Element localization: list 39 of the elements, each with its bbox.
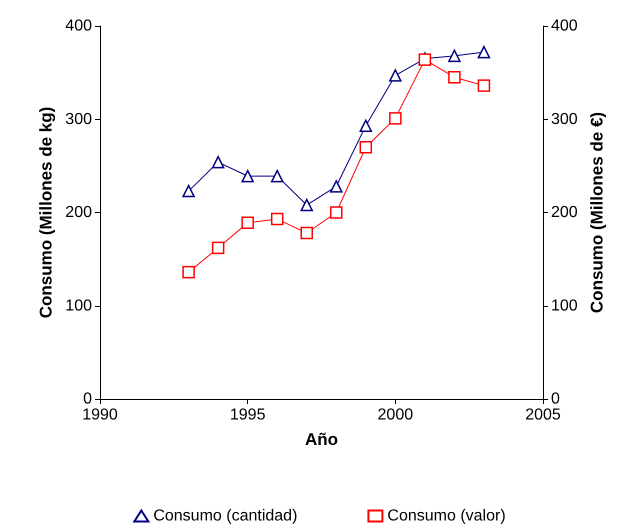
y2-axis-title: Consumo (Millones de €) bbox=[588, 112, 607, 314]
point bbox=[448, 71, 461, 84]
point bbox=[478, 79, 490, 92]
y-tick-label: 200 bbox=[65, 204, 92, 221]
point bbox=[360, 120, 372, 132]
y-axis-title: Consumo (Millones de kg) bbox=[36, 106, 56, 318]
y2-tick-label: 200 bbox=[551, 204, 578, 221]
y2-tick-label: 400 bbox=[551, 18, 578, 34]
y2-tick-label: 100 bbox=[551, 297, 578, 314]
y-tick-label: 100 bbox=[65, 297, 92, 314]
point bbox=[389, 112, 402, 125]
point bbox=[212, 156, 224, 168]
legend-label: Consumo (cantidad) bbox=[153, 508, 298, 524]
x-tick-label: 2000 bbox=[378, 406, 414, 424]
y-tick-label: 400 bbox=[65, 18, 92, 34]
y2-tick-label: 300 bbox=[551, 110, 578, 128]
point bbox=[360, 140, 372, 154]
y2-tick-label: 0 bbox=[551, 390, 560, 408]
point bbox=[330, 180, 343, 193]
point bbox=[389, 69, 402, 82]
point bbox=[241, 216, 254, 230]
legend-label: Consumo (valor) bbox=[387, 508, 506, 524]
point bbox=[212, 242, 224, 254]
point bbox=[182, 184, 195, 198]
point bbox=[270, 170, 284, 182]
x-tick-label: 1995 bbox=[230, 406, 266, 424]
point bbox=[182, 266, 195, 278]
point bbox=[270, 212, 284, 226]
x-tick-label: 1990 bbox=[82, 406, 118, 424]
y-tick-label: 300 bbox=[65, 110, 92, 128]
x-axis-title: Año bbox=[304, 430, 338, 449]
point bbox=[241, 170, 254, 182]
point bbox=[478, 46, 490, 58]
x-tick-label: 2005 bbox=[525, 406, 561, 424]
point bbox=[448, 50, 461, 62]
y-tick-label: 0 bbox=[83, 390, 92, 408]
point bbox=[300, 198, 313, 212]
point bbox=[300, 226, 313, 240]
point bbox=[330, 206, 343, 219]
